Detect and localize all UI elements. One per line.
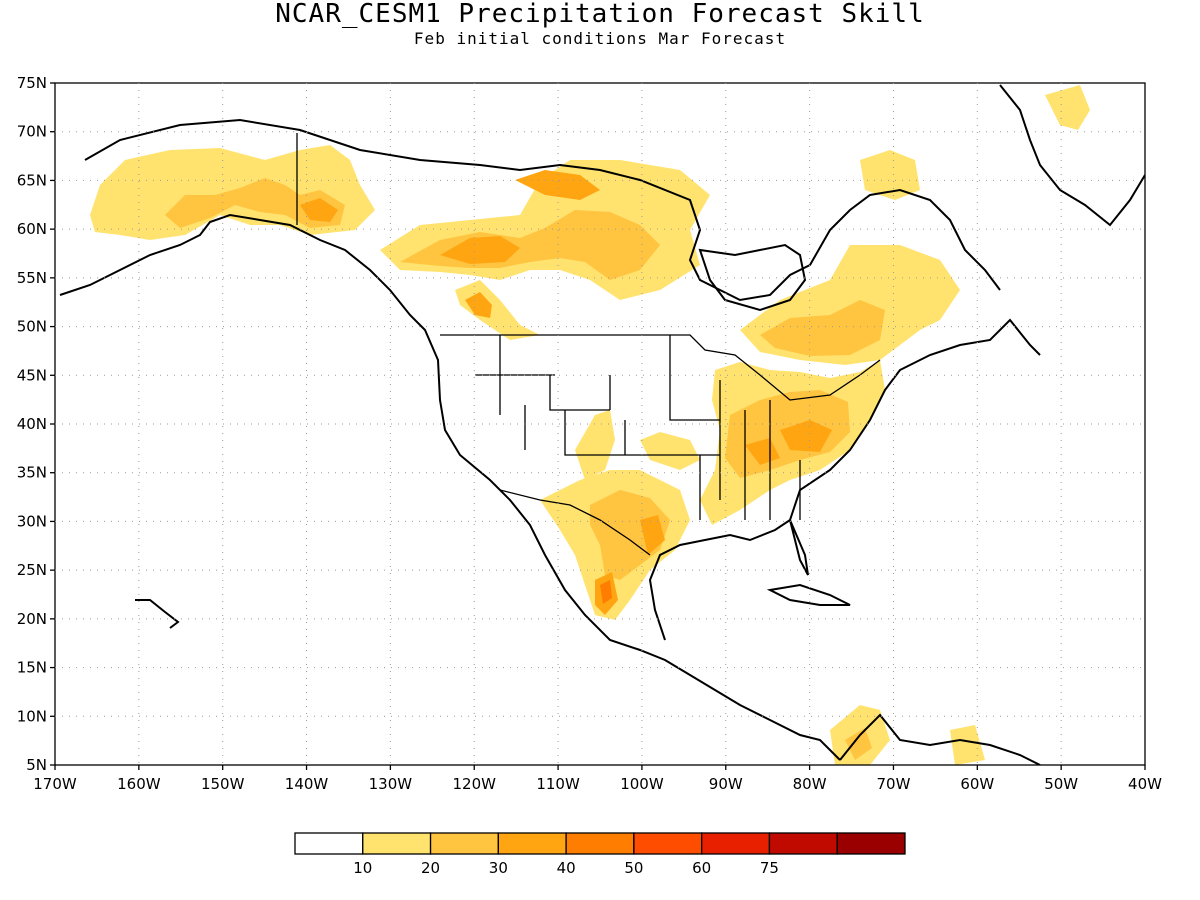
colorbar-label: 20 [421,859,440,877]
coastline-south-america [839,713,1041,765]
lon-tick-label: 150W [201,775,245,793]
skill-region-ohio-core [745,438,780,465]
colorbar-label: 75 [760,859,779,877]
skill-region-nw-core [515,170,600,200]
colorbar-swatch [565,832,635,855]
lat-tick-label: 25N [17,561,47,579]
skill-region-bc-core [440,236,520,264]
colorbar-label: 40 [557,859,576,877]
coastline-cuba [766,583,851,606]
skill-region-mexico-peak [600,580,612,604]
colorbar-label: 30 [489,859,508,877]
colorbar-swatch [497,832,567,855]
border-us-states [475,335,801,520]
lat-tick-label: 70N [17,123,47,141]
colorbar-label: 60 [692,859,711,877]
skill-region-bc-south [455,280,540,340]
lat-tick-label: 30N [17,512,47,530]
lon-tick-label: 160W [117,775,161,793]
skill-region-gulf-core [640,515,665,555]
lat-tick-label: 75N [17,74,47,92]
coastline-north-america [59,213,841,761]
lat-tick-label: 15N [17,659,47,677]
coastline-hudson-bay [698,243,807,312]
skill-region-appalachian-core [780,420,832,452]
lon-tick-label: 90W [709,775,743,793]
skill-region-quebec-core [760,300,885,356]
borders [296,133,881,556]
coastlines [59,84,1145,765]
lon-tick-label: 130W [369,775,413,793]
colorbar-swatch [701,832,771,855]
chart-subtitle: Feb initial conditions Mar Forecast [413,29,787,48]
coastline-greenland [999,84,1145,227]
lat-tick-label: 35N [17,464,47,482]
lon-tick-label: 60W [960,775,994,793]
coastline-arctic [84,118,1001,302]
lat-tick-label: 40N [17,415,47,433]
coastline-gulf [648,318,1041,641]
colorbar-label: 10 [353,859,372,877]
lat-tick-label: 55N [17,269,47,287]
colorbar-swatch [768,832,838,855]
lon-tick-label: 80W [793,775,827,793]
skill-region-yukon-core [300,198,338,222]
chart-title: NCAR_CESM1 Precipitation Forecast Skill [275,0,925,29]
lon-tick-label: 110W [536,775,580,793]
lat-tick-label: 5N [26,756,47,774]
lon-tick-label: 170W [33,775,77,793]
lon-tick-label: 100W [620,775,664,793]
colorbar-swatch [836,832,906,855]
lon-tick-label: 120W [452,775,496,793]
coastline-hawaii [135,599,180,629]
border-us-mexico [499,489,651,556]
border-us-canada [440,334,881,401]
lat-tick-label: 20N [17,610,47,628]
colorbar-swatch [429,832,499,855]
lat-tick-label: 50N [17,318,47,336]
colorbar: 10 20 30 40 50 60 75 [294,832,906,877]
colorbar-swatch [362,832,432,855]
lon-tick-label: 40W [1128,775,1162,793]
colorbar-label: 50 [624,859,643,877]
lat-tick-label: 60N [17,220,47,238]
colorbar-swatch [294,832,364,855]
lon-tick-label: 70W [877,775,911,793]
skill-region-texas-core [590,490,670,580]
skill-region-south-america-core [845,728,872,760]
skill-region-alaska-core [165,178,345,228]
skill-region-baffin [860,150,920,200]
latitude-axis: 5N 10N 15N 20N 25N 30N 35N 40N 45N 50N 55N 60N 65N 70… [17,74,55,774]
lat-tick-label: 45N [17,366,47,384]
longitude-axis: 170W 160W 150W 140W 130W 120W 110W 100W 90W 80W 70… [33,765,1162,793]
lon-tick-label: 140W [285,775,329,793]
skill-field-layer [90,85,1090,765]
lat-tick-label: 65N [17,171,47,189]
skill-region-venezuela [950,725,985,765]
lon-tick-label: 50W [1044,775,1078,793]
skill-region-colorado [575,410,615,480]
colorbar-swatch [633,832,703,855]
skill-region-great-plains [640,432,700,470]
lat-tick-label: 10N [17,707,47,725]
skill-region-greenland [1045,85,1090,130]
skill-region-bc-south-core [465,292,492,318]
